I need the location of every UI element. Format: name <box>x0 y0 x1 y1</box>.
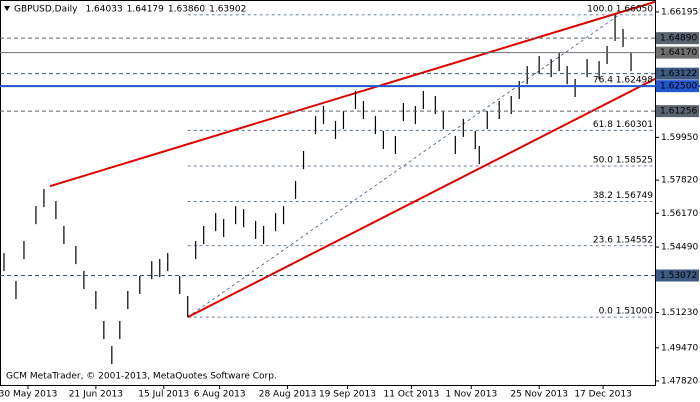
y-tick-label: 1.56170 <box>661 209 698 219</box>
chart-title: GBPUSD,Daily <box>14 5 78 15</box>
price-label: 1.61256 <box>660 107 697 117</box>
price-label: 1.64890 <box>660 34 697 44</box>
trendline <box>49 0 655 188</box>
price-label-box <box>656 105 699 118</box>
y-tick-label: 1.57820 <box>661 176 698 186</box>
last-bar-value: 1.63902 <box>209 5 246 15</box>
fib-label: 0.0 1.51000 <box>599 307 654 317</box>
price-label-box <box>656 269 699 282</box>
last-bar-value: 1.64179 <box>127 5 164 15</box>
footer: GCM MetaTrader, © 2001-2013, MetaQuotes … <box>6 372 277 382</box>
last-bar-value: 1.64033 <box>85 5 122 15</box>
fib-diagonal <box>187 14 620 318</box>
y-tick-label: 1.47820 <box>661 376 698 386</box>
y-tick-label: 1.59950 <box>661 133 698 143</box>
fib-label: 38.2 1.56749 <box>593 191 653 201</box>
price-label-box <box>656 32 699 45</box>
price-label-box <box>656 67 699 80</box>
fib-label: 100.0 1.66050 <box>587 4 653 14</box>
x-tick-label: 28 Aug 2013 <box>259 390 317 400</box>
x-tick-label: 1 Nov 2013 <box>445 390 497 400</box>
x-tick-label: 30 May 2013 <box>0 390 57 400</box>
x-tick-label: 25 Nov 2013 <box>510 390 568 400</box>
price-label-box <box>656 80 699 93</box>
y-tick-label: 1.54490 <box>661 243 698 253</box>
price-label: 1.63122 <box>660 69 697 79</box>
x-tick-label: 11 Oct 2013 <box>384 390 440 400</box>
price-label: 1.64170 <box>660 48 697 58</box>
fib-label: 61.8 1.60301 <box>593 120 653 130</box>
trendline <box>187 78 655 319</box>
last-bar-value: 1.63860 <box>168 5 205 15</box>
x-tick-label: 6 Aug 2013 <box>194 390 246 400</box>
plot-area <box>3 0 655 365</box>
fib-label: 23.6 1.54552 <box>593 235 653 245</box>
fib-label: 76.4 1.62498 <box>593 76 653 86</box>
y-tick-label: 1.51230 <box>661 308 698 318</box>
price-label: 1.53072 <box>660 271 697 281</box>
plot-frame <box>0 0 656 386</box>
price-label-box <box>656 46 699 59</box>
symbol-icon <box>4 6 10 11</box>
fib-label: 50.0 1.58525 <box>593 155 653 165</box>
y-tick-label: 1.66195 <box>661 7 698 17</box>
price-label: 1.62500 <box>660 82 697 92</box>
x-tick-label: 17 Dec 2013 <box>574 390 632 400</box>
x-tick-label: 19 Sep 2013 <box>319 390 376 400</box>
x-tick-label: 15 Jul 2013 <box>138 390 189 400</box>
x-tick-label: 21 Jun 2013 <box>69 390 123 400</box>
y-tick-label: 1.49470 <box>661 343 698 353</box>
